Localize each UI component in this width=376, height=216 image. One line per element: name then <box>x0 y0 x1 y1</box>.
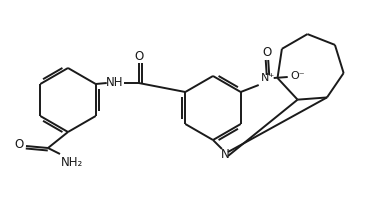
Text: N⁺: N⁺ <box>261 73 275 83</box>
Text: O⁻: O⁻ <box>290 71 305 81</box>
Text: O: O <box>14 138 24 151</box>
Text: NH: NH <box>106 76 123 89</box>
Text: N: N <box>221 148 229 160</box>
Text: O: O <box>134 49 143 62</box>
Text: O: O <box>262 46 271 59</box>
Text: NH₂: NH₂ <box>61 156 83 168</box>
